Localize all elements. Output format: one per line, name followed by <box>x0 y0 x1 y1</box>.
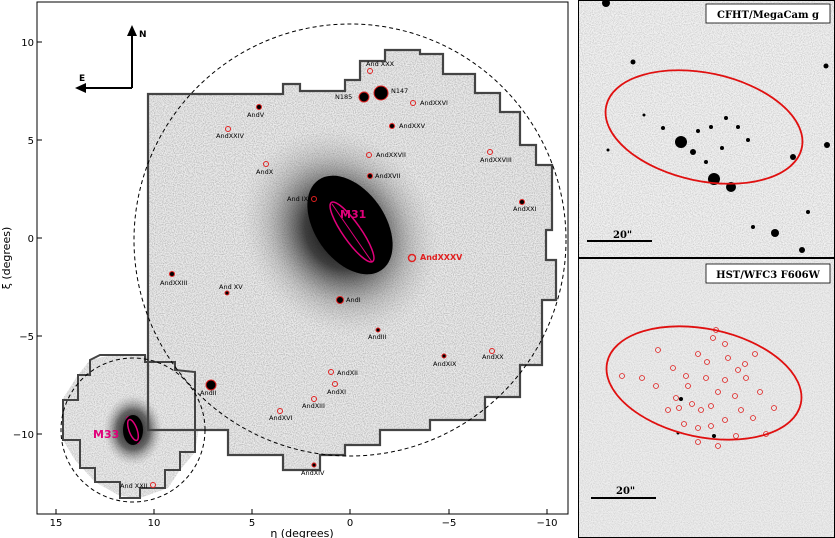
label-andxxi: AndXXI <box>513 205 537 213</box>
compass-east-label: E <box>79 74 85 84</box>
label-andxxxv: AndXXXV <box>420 253 463 262</box>
label-andxxvi: AndXXVI <box>420 99 448 107</box>
label-andxxviii: AndXXVIII <box>480 156 512 164</box>
label-n205: N205 <box>360 222 377 230</box>
m31-halo-circle <box>133 23 567 457</box>
label-andxxii: And XXII <box>120 482 148 490</box>
label-andxi: AndXI <box>327 388 346 396</box>
label-m31: M31 <box>340 208 366 221</box>
label-andxv: And XV <box>219 283 243 291</box>
m33-footprint <box>62 354 196 499</box>
hst-scale-label: 20" <box>616 486 635 497</box>
label-andii: AndII <box>200 389 217 397</box>
y-tick-0: 0 <box>28 234 34 245</box>
label-n147: N147 <box>391 87 408 95</box>
label-andi: AndI <box>346 296 361 304</box>
label-andv: AndV <box>247 111 265 119</box>
label-andxxiii: AndXXIII <box>160 279 187 287</box>
label-m33: M33 <box>93 428 119 441</box>
cfht-stars <box>602 0 830 253</box>
x-tick-0: 0 <box>347 518 353 529</box>
hst-inset-panel: HST/WFC3 F606W 20" <box>578 258 835 538</box>
andxxxv-marker <box>407 253 417 263</box>
x-tick-neg10: −10 <box>536 518 557 529</box>
x-axis-label: η (degrees) <box>270 527 333 538</box>
label-andxxvii: AndXXVII <box>376 151 406 159</box>
cfht-scale-label: 20" <box>613 230 632 241</box>
x-tick-neg5: −5 <box>442 518 457 529</box>
hst-selection-ellipse <box>605 325 803 441</box>
y-tick-neg5: −5 <box>19 332 34 343</box>
m33-halo-circle <box>60 357 206 503</box>
label-andxix: AndXIX <box>433 360 457 368</box>
label-m32: M32 <box>336 250 350 258</box>
x-axis: 15 10 5 0 −5 −10 η (degrees) <box>50 509 558 538</box>
label-andxxx: And XXX <box>366 60 395 68</box>
label-andxx: AndXX <box>482 353 504 361</box>
label-andx: AndX <box>256 168 274 176</box>
y-axis: 10 5 0 −5 −10 ξ (degrees) <box>0 38 42 441</box>
faint-dwarf-markers <box>150 68 495 488</box>
hst-source-circles <box>619 327 777 449</box>
m31-major-axis <box>331 203 373 263</box>
m31-ellipse <box>329 201 375 263</box>
y-axis-label: ξ (degrees) <box>0 227 13 290</box>
cfht-selection-ellipse <box>604 69 804 185</box>
y-tick-neg10: −10 <box>13 430 34 441</box>
dwarf-markers <box>169 85 525 468</box>
compass-north-label: N <box>139 30 147 40</box>
label-andxvii: AndXVII <box>375 172 401 180</box>
label-andxvi: AndXVI <box>269 414 293 422</box>
label-andxii: AndXII <box>337 369 358 377</box>
compass: N E <box>75 25 147 93</box>
label-andxiii: AndXIII <box>302 402 325 410</box>
survey-footprint <box>146 48 558 472</box>
object-labels: And XXX N185 N147 AndXXVI AndV AndXXV An… <box>120 60 537 490</box>
main-map-panel: N E And XXX N185 N147 <box>0 1 569 538</box>
hst-title: HST/WFC3 F606W <box>716 270 820 281</box>
label-andxiv: AndXIV <box>301 469 325 477</box>
label-n185: N185 <box>335 93 352 101</box>
label-andxxiv: AndXXIV <box>216 132 245 140</box>
y-tick-10: 10 <box>21 38 34 49</box>
x-tick-15: 15 <box>50 518 63 529</box>
y-tick-5: 5 <box>28 136 34 147</box>
label-andxxv: AndXXV <box>399 122 426 130</box>
label-andiii: AndIII <box>368 333 387 341</box>
cfht-inset-panel: CFHT/MegaCam g 20" <box>578 0 835 258</box>
x-tick-5: 5 <box>249 518 255 529</box>
x-tick-10: 10 <box>148 518 161 529</box>
cfht-title: CFHT/MegaCam g <box>717 10 819 21</box>
label-andix: And IX <box>287 195 309 203</box>
